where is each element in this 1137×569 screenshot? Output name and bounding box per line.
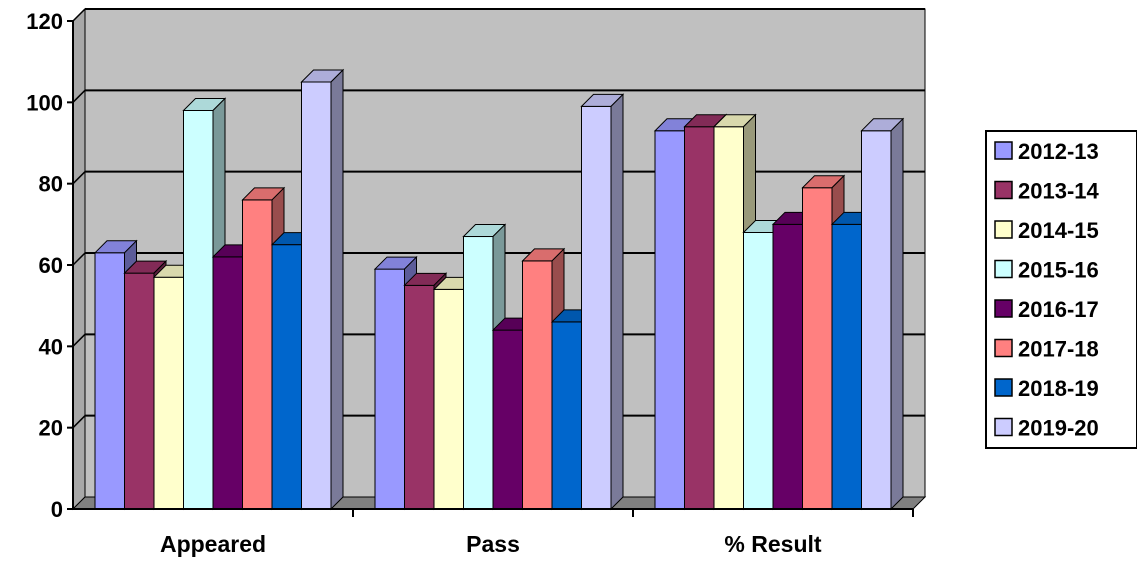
legend-label: 2017-18 [1018,337,1099,362]
legend-swatch [994,141,1013,160]
y-tick-label: 20 [39,416,63,441]
legend: 2012-13 2013-14 2014-15 2015-16 2016-17 2017-… [985,130,1137,449]
legend-label: 2014-15 [1018,218,1099,243]
bar-front [183,109,214,510]
legend-label: 2015-16 [1018,258,1099,283]
y-tick-label: 120 [26,9,63,34]
bar-front [772,223,803,510]
y-tick-label: 0 [51,497,63,522]
bar-side [330,68,344,511]
bar-front [551,321,582,510]
gridline-side [72,8,86,22]
axes: 0 20 40 60 80 100 120 Appeared Pass % Result [26,9,914,557]
x-category-label: Appeared [160,531,266,557]
bar-front [153,276,184,510]
y-tick-label: 60 [39,253,63,278]
legend-label: 2012-13 [1018,139,1099,164]
bar-front [581,105,612,510]
legend-swatch [994,220,1013,239]
bar-2019-20-Pass [580,93,625,511]
legend-swatch [994,378,1013,397]
bar-front [802,187,833,510]
x-category-label: % Result [724,531,821,557]
gridline-side [72,171,86,185]
bar-front [654,130,685,510]
y-tick-label: 40 [39,334,63,359]
legend-label: 2013-14 [1018,179,1100,204]
legend-label: 2018-19 [1018,376,1099,401]
legend-swatch [994,338,1013,358]
bar-front [684,126,715,510]
legend-swatch [994,180,1013,200]
bar-front [433,288,464,510]
bar-front [463,236,494,510]
legend-swatch [994,299,1013,318]
gridline-side [72,252,86,266]
legend-label: 2019-20 [1018,416,1099,441]
x-category-label: Pass [466,531,520,557]
legend-swatch [994,259,1013,279]
bar-front [242,199,273,510]
bar-front [522,260,553,510]
bar-front [124,272,155,510]
bar-side [890,117,904,511]
bar-side [610,93,624,511]
gridline-side [72,415,86,429]
bar-front [374,268,405,510]
bar-front [713,126,744,510]
bar-front [404,284,435,510]
bar-front [301,81,332,510]
bar-front [271,244,302,510]
bar-2019-20-Appeared [300,68,345,511]
gridline-side [72,89,86,103]
bar-front [831,223,862,510]
gridline-side [72,333,86,347]
legend-label: 2016-17 [1018,297,1099,322]
bar-front [492,329,523,510]
bar-front [861,130,892,510]
y-tick-label: 80 [39,172,63,197]
legend-swatch [994,417,1013,437]
bar-front [743,231,774,510]
bars [93,68,905,511]
bar-2019-20-% Result [860,117,905,511]
bar-front [94,252,125,510]
y-tick-label: 100 [26,90,63,115]
bar-front [212,256,243,510]
